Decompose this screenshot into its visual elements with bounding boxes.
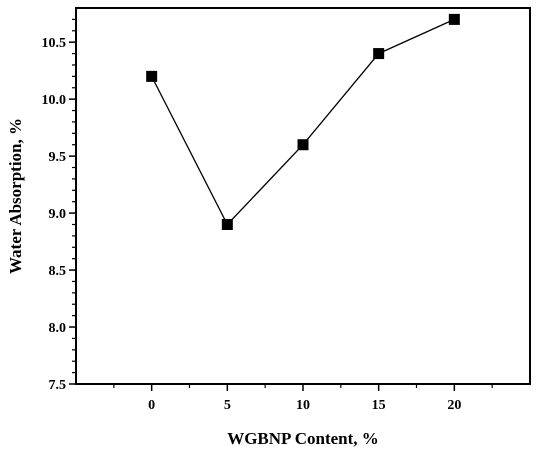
x-tick-label: 15 <box>372 398 386 413</box>
x-tick-label: 5 <box>224 398 231 413</box>
data-point-marker <box>221 218 233 230</box>
y-tick-label: 10.5 <box>42 36 67 51</box>
data-point-marker <box>448 13 460 25</box>
x-tick-label: 20 <box>447 398 461 413</box>
y-axis-ticks: 7.5 8.0 8.5 9.0 9.5 10.0 10.5 <box>42 18 76 393</box>
data-point-marker <box>146 70 158 82</box>
y-axis-title: Water Absorption, % <box>6 118 25 274</box>
data-point-marker <box>297 139 309 151</box>
series-layer <box>146 13 460 230</box>
series-line <box>151 18 455 226</box>
x-axis-title: WGBNP Content, % <box>227 429 379 448</box>
x-tick-label: 10 <box>296 398 310 413</box>
plot-frame <box>75 7 531 385</box>
y-tick-label: 8.0 <box>49 321 67 336</box>
y-tick-label: 7.5 <box>49 378 67 393</box>
x-tick-label: 0 <box>148 398 155 413</box>
data-point-marker <box>373 48 385 60</box>
y-tick-label: 8.5 <box>49 264 67 279</box>
y-tick-label: 10.0 <box>42 93 67 108</box>
y-tick-label: 9.0 <box>49 207 67 222</box>
x-axis-ticks: 0 5 10 15 20 <box>113 384 493 413</box>
y-tick-label: 9.5 <box>49 150 67 165</box>
